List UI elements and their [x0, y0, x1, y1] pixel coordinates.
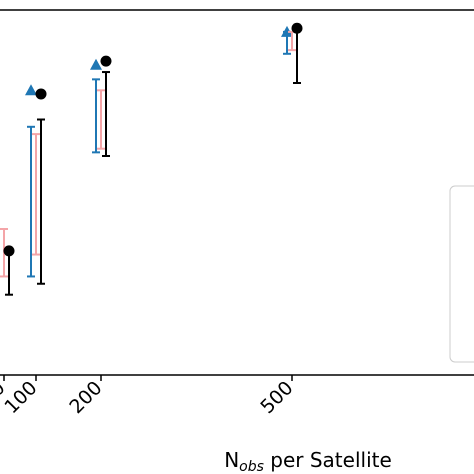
- x-tick-label: 100: [0, 377, 41, 418]
- circle-marker: [35, 88, 47, 100]
- x-axis-label: Nobs per Satellite: [224, 448, 392, 474]
- x-tick-label: 500: [256, 377, 297, 418]
- error-bar: [97, 89, 105, 150]
- error-bar: [5, 249, 13, 296]
- triangle-marker: [25, 84, 37, 96]
- error-bar: [293, 27, 301, 84]
- x-tick-label: 50: [0, 377, 10, 410]
- triangle-marker: [90, 58, 102, 70]
- circle-marker: [100, 55, 112, 67]
- error-bar: [32, 133, 40, 256]
- error-bar: [37, 118, 45, 285]
- data-marks: [0, 22, 303, 296]
- x-axis-label-rest: per Satellite: [264, 448, 392, 472]
- legend-frame: [449, 185, 474, 363]
- x-axis-label-main: N: [224, 448, 239, 472]
- x-tick-label: 200: [65, 377, 106, 418]
- plot-axes: [0, 9, 474, 376]
- x-axis-label-subscript: obs: [239, 459, 264, 474]
- error-bar: [27, 125, 35, 278]
- error-bar: [102, 71, 110, 157]
- error-bar: [92, 78, 100, 154]
- legend-box: [449, 185, 474, 363]
